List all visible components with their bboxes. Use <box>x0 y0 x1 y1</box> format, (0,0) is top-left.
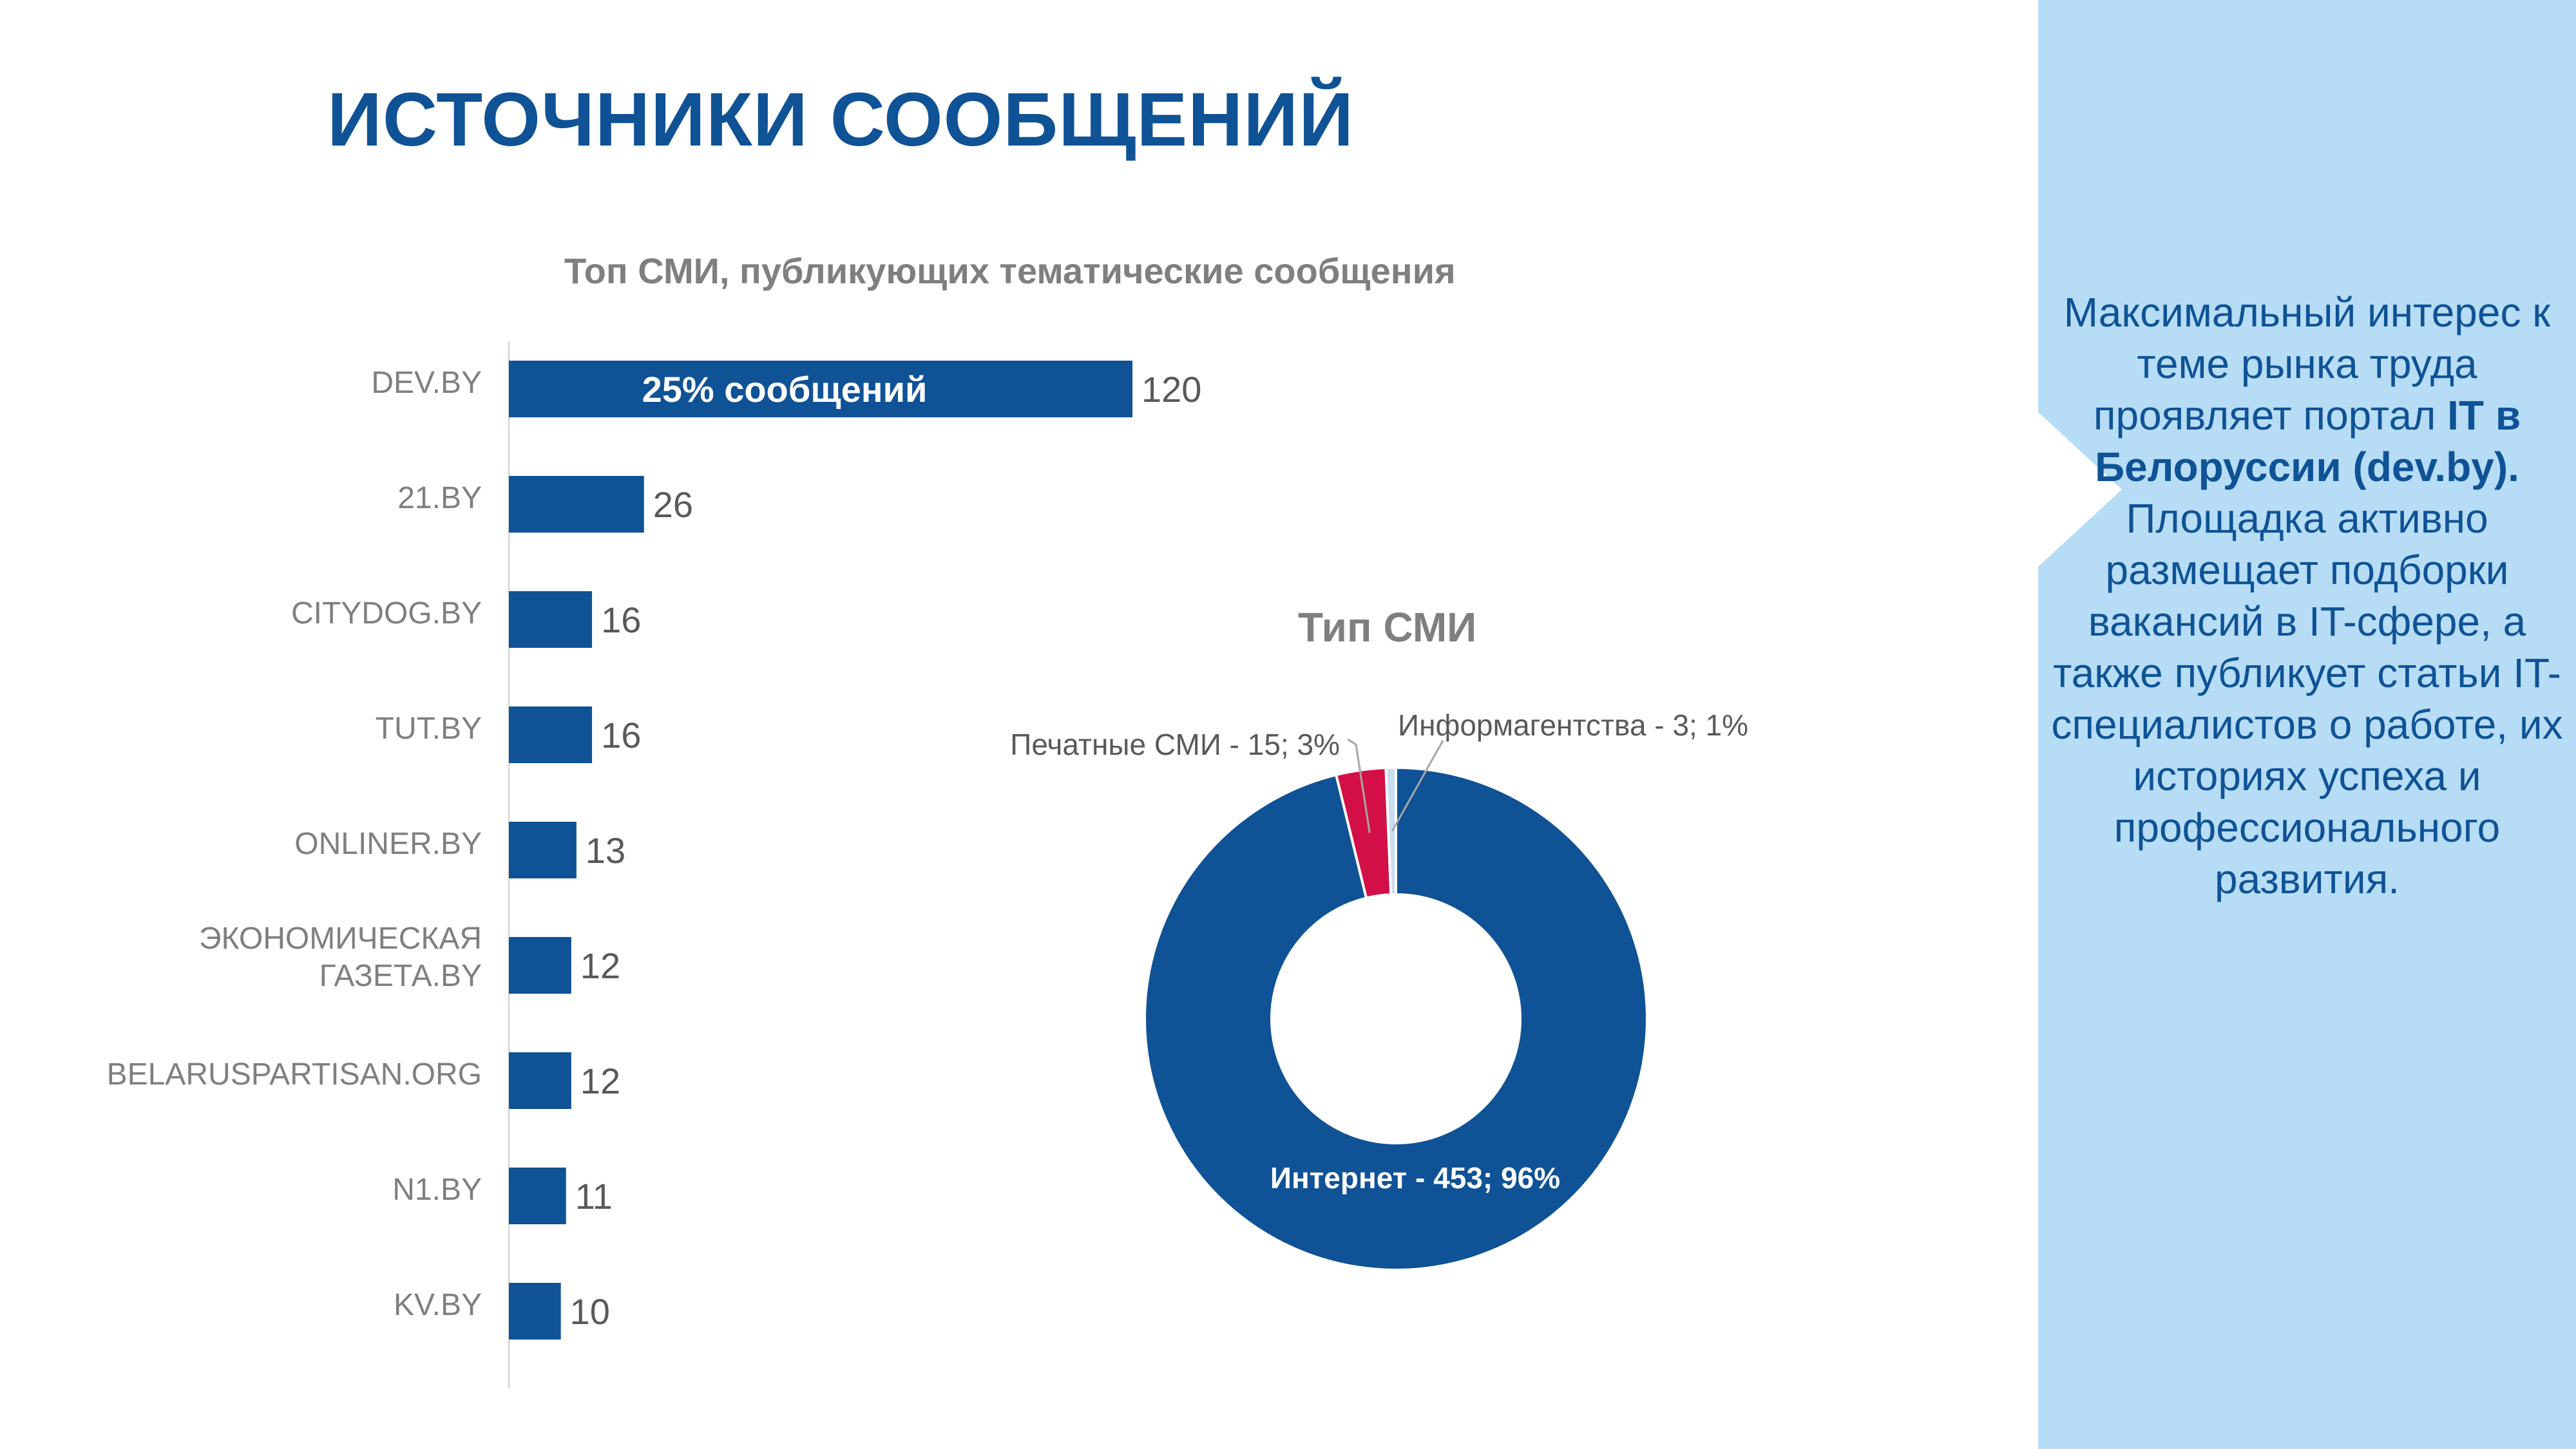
bar-value-4: 13 <box>586 830 625 871</box>
bar-value-1: 26 <box>653 484 693 525</box>
bar-4 <box>509 822 577 878</box>
bar-value-5: 12 <box>580 945 620 986</box>
donut-slice-0 <box>1143 766 1648 1271</box>
bar-value-0: 120 <box>1141 369 1201 410</box>
donut-chart-title: Тип СМИ <box>1298 604 1477 650</box>
bar-value-3: 16 <box>601 715 641 755</box>
bar-category-label-8: KV.BY <box>394 1288 482 1322</box>
bar-value-8: 10 <box>570 1291 610 1332</box>
bar-0 <box>509 361 1132 417</box>
bar-category-label-6: BELARUSPARTISAN.ORG <box>107 1057 482 1092</box>
side-text-rest: Площадка активно размещает подборки вака… <box>2051 495 2563 902</box>
bar-2 <box>509 591 593 648</box>
bar-category-label-0: DEV.BY <box>371 366 482 400</box>
bar-3 <box>509 706 593 763</box>
bar-chart-title: Топ СМИ, публикующих тематические сообще… <box>564 251 1456 291</box>
donut-label-2: Информагентства - 3; 1% <box>1398 708 1748 742</box>
bar-category-label-5-1: ГАЗЕТА.BY <box>320 959 482 993</box>
side-panel <box>2038 0 2576 1449</box>
bar-value-7: 11 <box>575 1176 613 1217</box>
bar-category-label-3: TUT.BY <box>376 712 482 746</box>
bar-6 <box>509 1052 571 1109</box>
side-panel-notch <box>2038 412 2122 567</box>
side-panel-text: Максимальный интерес к теме рынка труда … <box>2038 287 2576 905</box>
bar-category-label-4: ONLINER.BY <box>294 827 482 861</box>
bar-annotation: 25% сообщений <box>642 369 928 410</box>
page-title: ИСТОЧНИКИ СООБЩЕНИЙ <box>327 77 1355 162</box>
bar-7 <box>509 1168 566 1224</box>
bar-8 <box>509 1283 561 1340</box>
bar-1 <box>509 476 644 533</box>
donut-label-1: Печатные СМИ - 15; 3% <box>1010 728 1340 761</box>
bar-category-label-7: N1.BY <box>392 1173 482 1207</box>
donut-slice-2 <box>1384 766 1397 896</box>
bar-category-label-1: 21.BY <box>397 481 482 515</box>
bar-value-6: 12 <box>580 1061 620 1101</box>
donut-leader-1 <box>1347 738 1371 833</box>
bar-category-label-2: CITYDOG.BY <box>291 596 482 630</box>
donut-chart: Интернет - 453; 96% Печатные СМИ - 15; 3%… <box>1010 708 1748 1271</box>
bar-5 <box>509 937 571 994</box>
bar-category-label-5-0: ЭКОНОМИЧЕСКАЯ <box>199 922 482 956</box>
bar-chart: 120 DEV.BY 26 21.BY 16 CITYDOG.BY 16 TUT.BY 13 ON… <box>107 341 1201 1388</box>
donut-leader-2 <box>1391 740 1444 832</box>
donut-label-0: Интернет - 453; 96% <box>1270 1161 1560 1195</box>
side-text-intro: Максимальный интерес к теме рынка труда … <box>2063 289 2551 439</box>
side-text-highlight: IT в Белоруссии (dev.by). <box>2095 392 2521 490</box>
bar-value-2: 16 <box>601 600 641 640</box>
